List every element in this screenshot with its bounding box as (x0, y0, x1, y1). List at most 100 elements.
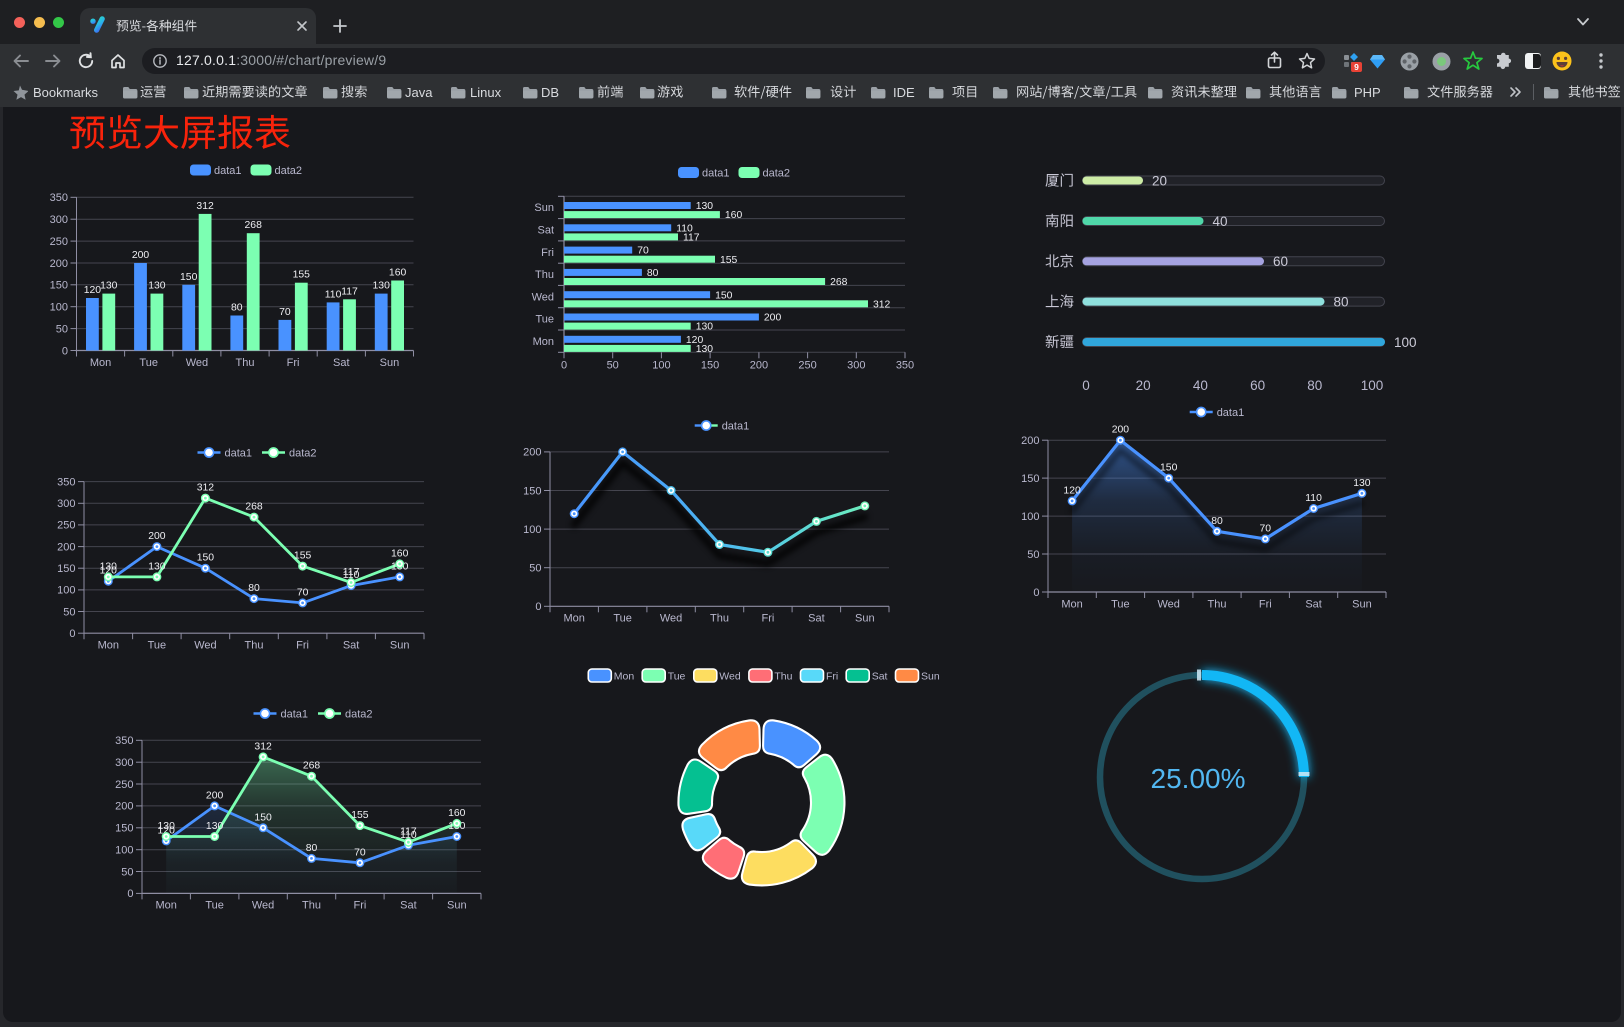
svg-text:50: 50 (121, 866, 133, 878)
svg-text:0: 0 (535, 601, 541, 613)
svg-text:250: 250 (57, 520, 75, 532)
svg-text:150: 150 (57, 563, 75, 575)
svg-text:150: 150 (715, 290, 733, 301)
svg-text:300: 300 (115, 757, 133, 769)
svg-text:150: 150 (254, 812, 272, 823)
svg-text:Fri: Fri (761, 613, 774, 625)
svg-text:268: 268 (245, 502, 263, 513)
svg-text:130: 130 (696, 322, 714, 333)
svg-text:Mon: Mon (90, 357, 111, 369)
svg-text:200: 200 (50, 258, 68, 270)
svg-text:Fri: Fri (353, 900, 366, 912)
svg-text:155: 155 (720, 255, 738, 266)
svg-text:312: 312 (196, 201, 214, 212)
svg-text:120: 120 (158, 825, 176, 836)
svg-text:Wed: Wed (1157, 599, 1179, 611)
svg-text:268: 268 (245, 220, 263, 231)
svg-text:70: 70 (1260, 523, 1272, 534)
svg-text:110: 110 (343, 570, 360, 581)
svg-text:Sat: Sat (1305, 599, 1322, 611)
svg-text:120: 120 (100, 566, 118, 577)
svg-text:155: 155 (294, 551, 312, 562)
svg-text:data1: data1 (702, 168, 730, 180)
svg-text:160: 160 (448, 808, 466, 819)
svg-text:50: 50 (529, 563, 541, 575)
svg-text:Mon: Mon (155, 900, 176, 912)
svg-text:150: 150 (523, 485, 541, 497)
svg-text:Wed: Wed (194, 640, 216, 652)
svg-text:50: 50 (607, 359, 619, 371)
svg-text:110: 110 (676, 223, 693, 234)
svg-text:150: 150 (1160, 463, 1178, 474)
svg-text:Sat: Sat (333, 357, 350, 369)
svg-text:80: 80 (1211, 516, 1223, 527)
svg-text:80: 80 (248, 583, 260, 594)
svg-text:Mon: Mon (1061, 599, 1082, 611)
svg-text:70: 70 (279, 307, 291, 318)
svg-text:data1: data1 (722, 421, 750, 433)
svg-text:70: 70 (297, 587, 309, 598)
svg-text:data1: data1 (281, 709, 309, 721)
svg-text:0: 0 (1033, 587, 1039, 599)
svg-text:0: 0 (127, 888, 133, 900)
svg-text:data1: data1 (225, 448, 253, 460)
svg-text:160: 160 (725, 210, 743, 221)
svg-text:Wed: Wed (660, 613, 682, 625)
svg-text:data2: data2 (275, 165, 303, 177)
svg-text:250: 250 (50, 236, 68, 248)
svg-text:117: 117 (341, 286, 358, 297)
svg-text:Sun: Sun (921, 670, 940, 682)
svg-text:200: 200 (764, 313, 782, 324)
svg-text:312: 312 (254, 741, 272, 752)
svg-text:150: 150 (701, 359, 719, 371)
svg-text:Mon: Mon (614, 670, 635, 682)
svg-text:Wed: Wed (532, 291, 554, 303)
svg-text:Wed: Wed (186, 357, 208, 369)
svg-text:200: 200 (750, 359, 768, 371)
svg-text:20: 20 (1152, 173, 1167, 188)
svg-text:25.00%: 25.00% (1151, 763, 1246, 794)
svg-text:Mon: Mon (563, 613, 584, 625)
svg-text:100: 100 (1361, 378, 1384, 393)
svg-text:200: 200 (206, 790, 224, 801)
svg-text:130: 130 (158, 821, 176, 832)
svg-text:300: 300 (847, 359, 865, 371)
svg-text:150: 150 (197, 553, 215, 564)
svg-text:50: 50 (1027, 549, 1039, 561)
svg-text:150: 150 (115, 823, 133, 835)
svg-text:300: 300 (57, 498, 75, 510)
svg-text:100: 100 (523, 524, 541, 536)
svg-text:Fri: Fri (287, 357, 300, 369)
svg-text:160: 160 (391, 548, 409, 559)
svg-text:Thu: Thu (774, 670, 792, 682)
svg-text:150: 150 (1021, 473, 1039, 485)
svg-text:data1: data1 (214, 165, 242, 177)
svg-text:Sun: Sun (855, 613, 875, 625)
svg-text:Sun: Sun (534, 202, 554, 214)
svg-text:Fri: Fri (826, 670, 838, 682)
svg-text:312: 312 (873, 299, 891, 310)
svg-text:100: 100 (115, 845, 133, 857)
svg-text:Wed: Wed (252, 900, 274, 912)
svg-text:Sat: Sat (872, 670, 888, 682)
svg-text:80: 80 (231, 303, 243, 314)
svg-text:0: 0 (1082, 378, 1090, 393)
svg-text:100: 100 (1021, 511, 1039, 523)
svg-text:110: 110 (325, 289, 342, 300)
svg-text:Thu: Thu (236, 357, 255, 369)
svg-text:Wed: Wed (719, 670, 741, 682)
svg-text:Tue: Tue (535, 314, 554, 326)
svg-text:117: 117 (683, 233, 700, 244)
svg-text:300: 300 (50, 214, 68, 226)
svg-text:130: 130 (1353, 478, 1371, 489)
svg-text:200: 200 (115, 801, 133, 813)
svg-text:100: 100 (57, 585, 75, 597)
svg-text:200: 200 (523, 447, 541, 459)
svg-text:130: 130 (696, 201, 714, 212)
svg-text:350: 350 (115, 735, 133, 747)
svg-text:data2: data2 (345, 709, 373, 721)
svg-text:Thu: Thu (535, 269, 554, 281)
svg-text:120: 120 (84, 285, 102, 296)
svg-text:200: 200 (132, 250, 150, 261)
svg-text:120: 120 (686, 335, 704, 346)
